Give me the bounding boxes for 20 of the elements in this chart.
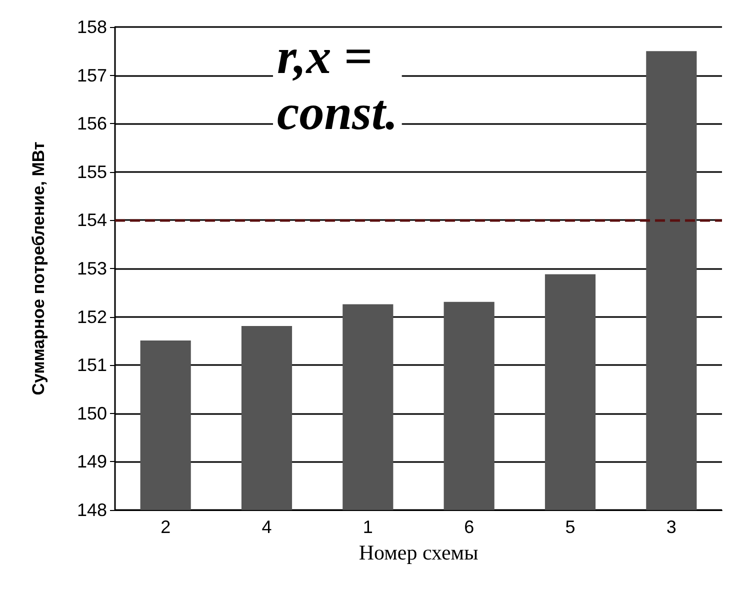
y-tick-label: 157 [76, 65, 107, 86]
y-axis-title: Суммарное потребление, МВт [29, 142, 48, 396]
y-tick-label: 155 [76, 162, 107, 182]
y-tick-label: 152 [76, 306, 107, 327]
y-tick-label: 148 [76, 500, 107, 520]
y-tick-label: 151 [76, 355, 107, 376]
y-tick-label: 153 [76, 258, 107, 278]
y-tick-label: 156 [76, 114, 107, 134]
y-tick-label: 154 [76, 210, 107, 230]
x-tick-label: 6 [464, 517, 474, 537]
y-tick-label: 158 [76, 17, 107, 37]
x-tick-label: 2 [160, 517, 171, 537]
x-tick-label: 3 [666, 517, 676, 537]
y-tick-label: 150 [76, 403, 107, 424]
y-tick-label: 149 [76, 452, 107, 472]
x-tick-label: 1 [362, 517, 373, 537]
x-tick-label: 4 [262, 517, 272, 537]
x-tick-label: 5 [565, 517, 576, 537]
x-axis-title: Номер схемы [358, 540, 478, 564]
annotation: r,x = const. [277, 28, 398, 140]
